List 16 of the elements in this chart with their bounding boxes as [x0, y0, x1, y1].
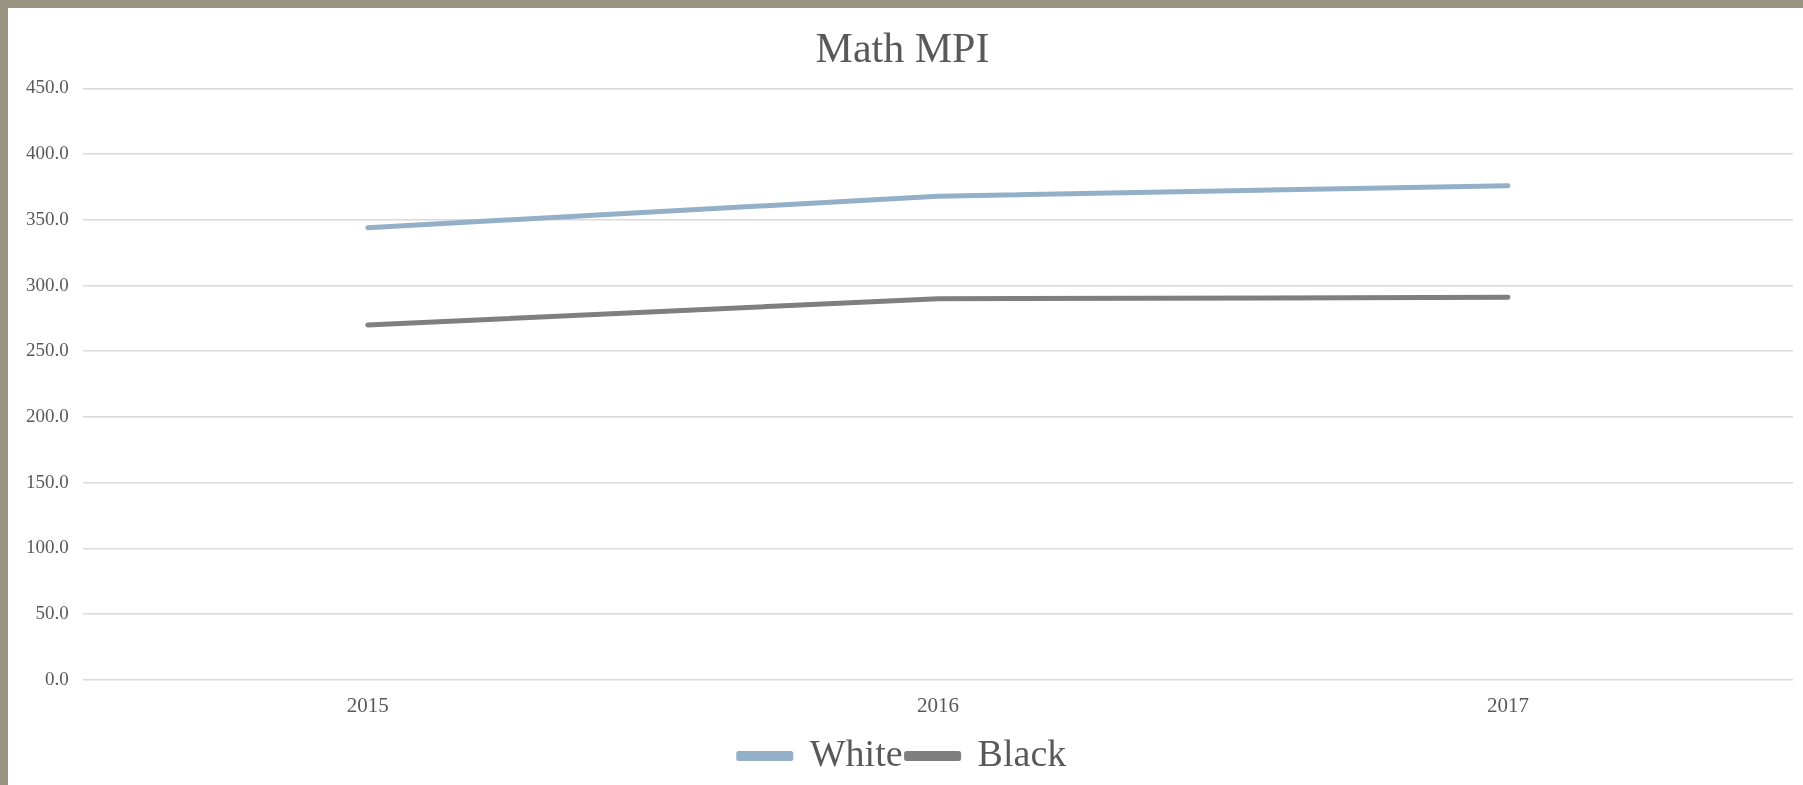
y-tick-label: 150.0: [26, 470, 69, 492]
legend-label: White: [809, 731, 903, 774]
x-tick-label: 2017: [1486, 692, 1529, 717]
y-tick-label: 300.0: [26, 273, 69, 295]
x-tick-label: 2015: [346, 692, 389, 717]
legend-label: Black: [977, 731, 1067, 774]
y-tick-label: 200.0: [26, 404, 69, 426]
chart-title: Math MPI: [815, 25, 990, 72]
y-tick-label: 100.0: [26, 536, 69, 558]
y-tick-label: 50.0: [35, 602, 69, 624]
y-tick-label: 350.0: [26, 207, 69, 229]
x-tick-label: 2016: [916, 692, 959, 717]
y-tick-label: 400.0: [26, 142, 69, 164]
y-tick-label: 250.0: [26, 339, 69, 361]
y-tick-label: 450.0: [26, 76, 69, 98]
y-tick-label: 0.0: [45, 667, 69, 689]
